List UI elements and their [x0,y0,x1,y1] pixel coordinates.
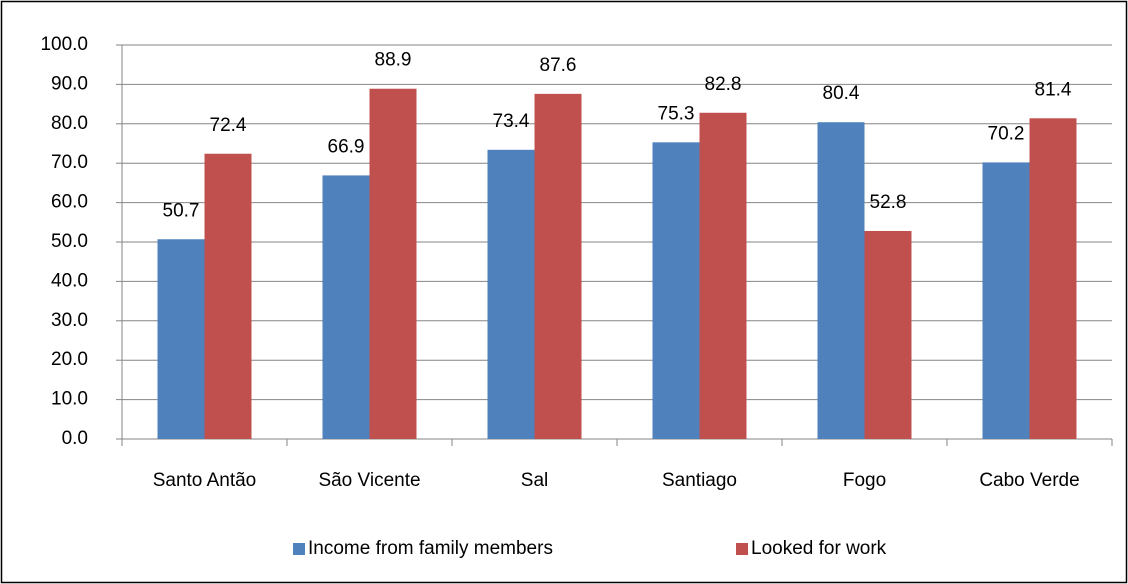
bar [864,230,912,439]
y-tick-label: 70.0 [51,152,88,173]
legend-label: Looked for work [751,538,887,559]
data-label: 75.3 [658,103,695,124]
bar [157,239,205,439]
y-tick-label: 20.0 [51,349,88,370]
bar [652,142,700,439]
bar [982,162,1030,440]
data-label: 52.8 [870,192,907,213]
x-tick-label: Santiago [662,470,737,491]
y-tick-label: 50.0 [51,231,88,252]
y-tick-label: 40.0 [51,270,88,291]
data-label: 82.8 [705,74,742,95]
y-tick-label: 30.0 [51,310,88,331]
x-tick-label: Fogo [843,470,886,491]
x-tick-label: São Vicente [318,470,420,491]
data-label: 73.4 [493,111,530,132]
y-tick-label: 0.0 [62,428,88,449]
bar [534,93,582,439]
data-label: 87.6 [540,55,577,76]
legend-swatch [293,543,305,555]
legend-swatch [736,543,748,555]
y-tick-label: 90.0 [51,73,88,94]
data-label: 72.4 [210,115,247,136]
bar [322,175,370,439]
y-tick-label: 100.0 [40,34,88,55]
bar [1029,118,1077,439]
bar [204,153,252,439]
data-label: 81.4 [1035,79,1072,100]
x-tick-label: Sal [521,470,548,491]
data-label: 66.9 [328,136,365,157]
data-label: 50.7 [163,200,200,221]
data-label: 70.2 [988,123,1025,144]
x-tick-label: Santo Antão [153,470,257,491]
legend-label: Income from family members [308,538,553,559]
y-tick-label: 10.0 [51,389,88,410]
data-label: 80.4 [823,83,860,104]
data-label: 88.9 [375,50,412,71]
bar [487,149,535,439]
bar [699,112,747,439]
y-tick-label: 80.0 [51,113,88,134]
bar [817,122,865,439]
y-tick-label: 60.0 [51,192,88,213]
x-tick-label: Cabo Verde [979,470,1079,491]
bar [369,88,417,439]
